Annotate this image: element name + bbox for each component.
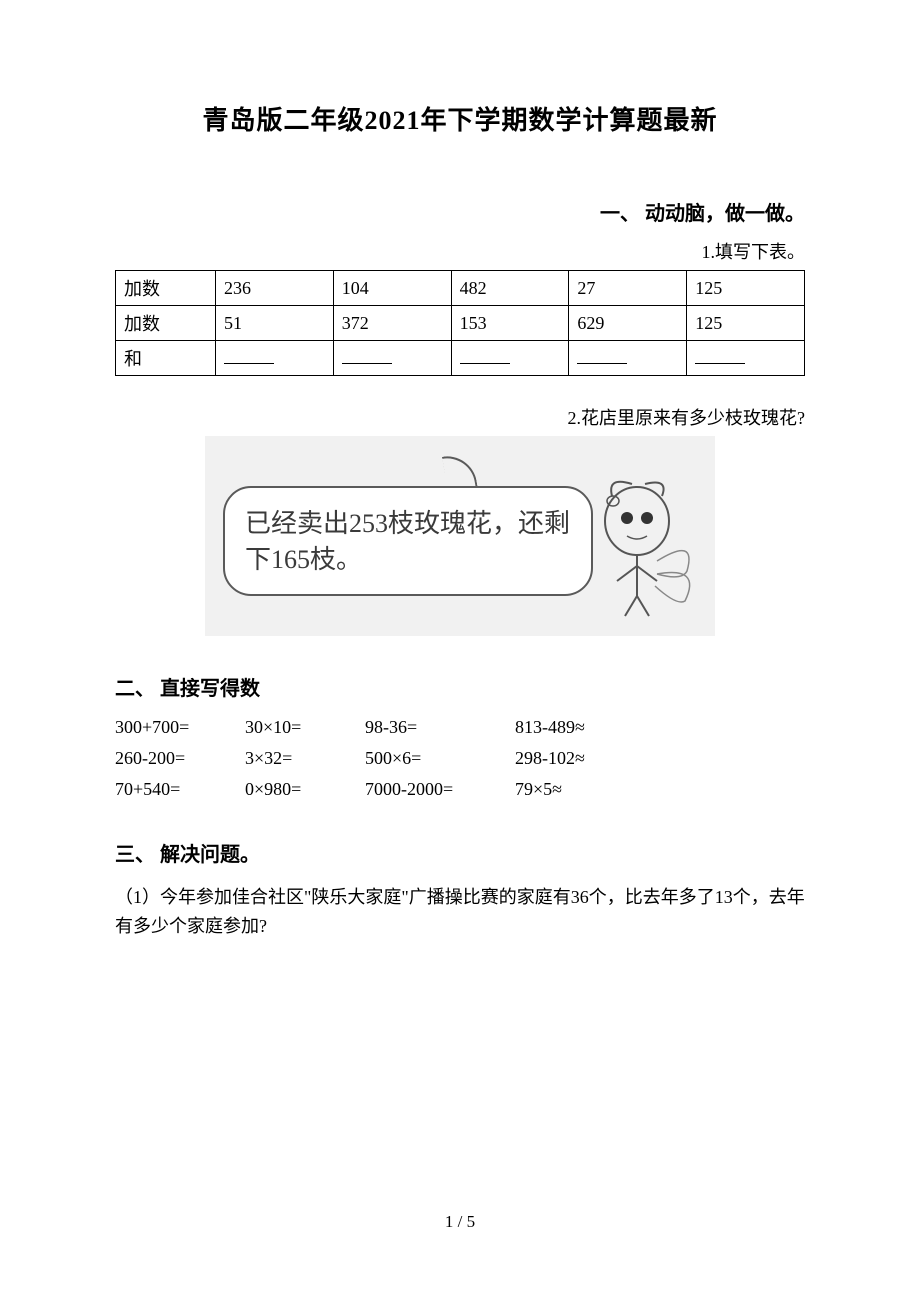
table-row: 加数 51 372 153 629 125: [116, 306, 805, 341]
row-label: 和: [116, 341, 216, 376]
row-label: 加数: [116, 306, 216, 341]
calc-item: 0×980=: [245, 779, 365, 800]
calc-item: 70+540=: [115, 779, 245, 800]
calc-item: 3×32=: [245, 748, 365, 769]
calc-item: 7000-2000=: [365, 779, 515, 800]
q3-problem-text: （1）今年参加佳合社区"陕乐大家庭"广播操比赛的家庭有36个，比去年多了13个，…: [115, 883, 805, 941]
table-cell: 125: [687, 271, 805, 306]
calc-item: 260-200=: [115, 748, 245, 769]
table-cell: 372: [333, 306, 451, 341]
speech-figure: 已经卖出253枝玫瑰花，还剩下165枝。: [205, 436, 715, 636]
table-cell: 153: [451, 306, 569, 341]
table-row: 和: [116, 341, 805, 376]
table-row: 加数 236 104 482 27 125: [116, 271, 805, 306]
table-cell: 104: [333, 271, 451, 306]
row-label: 加数: [116, 271, 216, 306]
fairy-icon: [587, 466, 707, 626]
table-cell-blank: [569, 341, 687, 376]
section-1-heading: 一、 动动脑，做一做。: [115, 197, 805, 226]
section-3-heading: 三、 解决问题。: [115, 838, 805, 867]
table-cell: 236: [216, 271, 334, 306]
calc-item: 98-36=: [365, 717, 515, 738]
calc-item: 79×5≈: [515, 779, 665, 800]
table-cell: 125: [687, 306, 805, 341]
calc-item: 298-102≈: [515, 748, 665, 769]
section-2-heading: 二、 直接写得数: [115, 672, 805, 701]
table-cell: 482: [451, 271, 569, 306]
calc-item: 30×10=: [245, 717, 365, 738]
page-number: 1 / 5: [0, 1212, 920, 1232]
table-cell-blank: [333, 341, 451, 376]
calc-item: 500×6=: [365, 748, 515, 769]
calculation-grid: 300+700= 30×10= 98-36= 813-489≈ 260-200=…: [115, 717, 805, 800]
calc-item: 813-489≈: [515, 717, 665, 738]
table-cell: 51: [216, 306, 334, 341]
q2-label: 2.花店里原来有多少枝玫瑰花?: [115, 404, 805, 430]
document-title: 青岛版二年级2021年下学期数学计算题最新: [115, 100, 805, 137]
calc-item: 300+700=: [115, 717, 245, 738]
table-cell-blank: [451, 341, 569, 376]
addition-table: 加数 236 104 482 27 125 加数 51 372 153 629 …: [115, 270, 805, 376]
table-cell-blank: [216, 341, 334, 376]
table-cell: 629: [569, 306, 687, 341]
table-cell-blank: [687, 341, 805, 376]
speech-bubble: 已经卖出253枝玫瑰花，还剩下165枝。: [223, 486, 593, 596]
table-cell: 27: [569, 271, 687, 306]
q1-label: 1.填写下表。: [115, 238, 805, 264]
